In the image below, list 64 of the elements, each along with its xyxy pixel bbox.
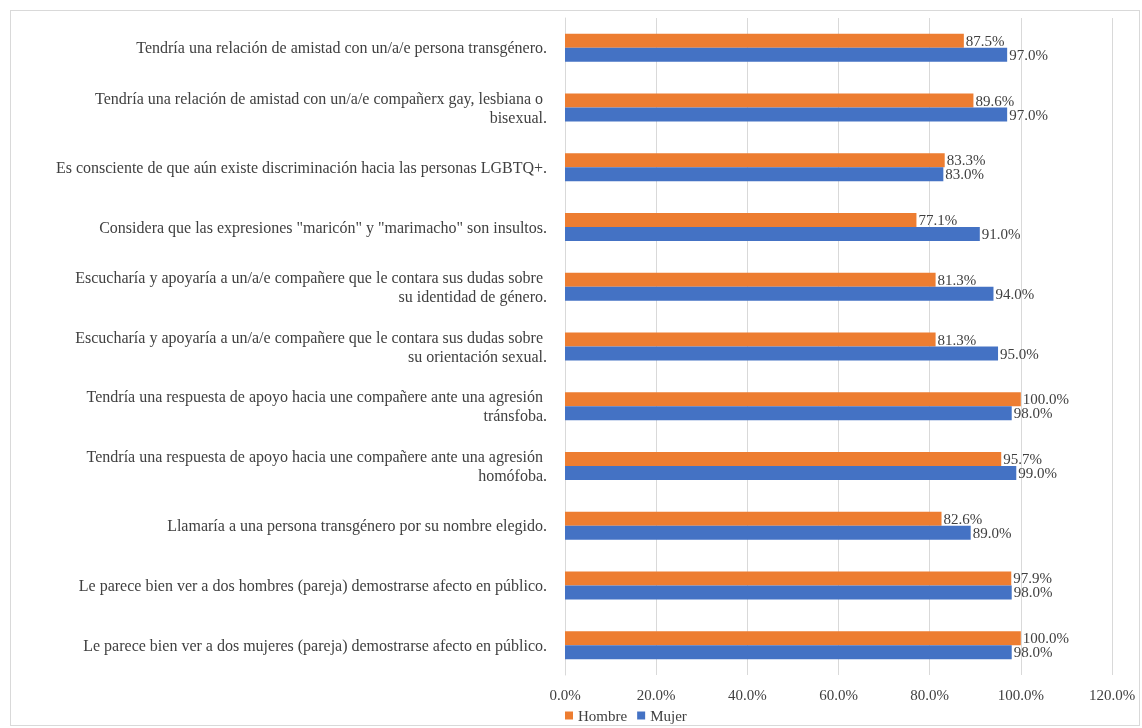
data-label: 77.1%: [918, 212, 958, 229]
bar: [565, 332, 936, 347]
data-label: 100.0%: [1022, 630, 1070, 647]
y-tick-label: Tendría una respuesta de apoyo hacia une compañere ante una agresión homófoba.: [86, 447, 547, 484]
data-label: 89.0%: [972, 524, 1012, 541]
bar: [565, 406, 1012, 421]
bar: [565, 33, 964, 48]
bar: [565, 272, 936, 287]
bar: [565, 585, 1012, 600]
data-label: 95.0%: [1000, 345, 1039, 362]
bar: [565, 227, 980, 242]
data-label: 97.9%: [1013, 570, 1053, 587]
x-tick-label: 40.0%: [727, 686, 767, 703]
bar: [565, 286, 994, 301]
data-label: 81.3%: [937, 271, 977, 288]
bar: [565, 153, 945, 168]
x-tick-label: 0.0%: [549, 686, 581, 703]
x-tick-label: 80.0%: [910, 686, 950, 703]
bar: [565, 525, 971, 540]
bar: [565, 47, 1008, 62]
x-tick-label: 120.0%: [1088, 686, 1136, 703]
data-label: 99.0%: [1018, 464, 1058, 481]
bar: [565, 571, 1012, 586]
y-tick-label: Considera que las expresiones "maricón" y "marimacho" son insultos.: [99, 218, 547, 237]
bar: [565, 511, 942, 526]
x-tick-label: 100.0%: [997, 686, 1044, 703]
data-label: 100.0%: [1022, 391, 1070, 408]
data-label: 98.0%: [1013, 584, 1053, 601]
bar: [565, 346, 999, 361]
y-tick-label: Tendría una relación de amistad con un/a/e compañerx gay, lesbiana o bisexual.: [95, 89, 547, 126]
data-label: 89.6%: [975, 92, 1015, 109]
bar: [565, 392, 1021, 407]
bar: [565, 107, 1008, 122]
y-tick-label: Llamaría a una persona transgénero por su nombre elegido.: [167, 517, 547, 536]
y-tick-label: Tendría una respuesta de apoyo hacia une compañere ante una agresión tránsfoba.: [86, 388, 547, 425]
bar: [565, 645, 1012, 660]
data-label: 81.3%: [937, 331, 977, 348]
legend-label: Hombre: [578, 707, 628, 724]
y-tick-label: Escucharía y apoyaría a un/a/e compañere que le contara sus dudas sobre su identidad de género.: [75, 268, 547, 306]
legend-label: Mujer: [650, 707, 687, 724]
data-label: 97.0%: [1009, 106, 1048, 123]
data-label: 95.7%: [1003, 450, 1042, 467]
y-tick-label: Tendría una relación de amistad con un/a/e persona transgénero.: [136, 39, 547, 58]
y-tick-label: Le parece bien ver a dos hombres (pareja) demostrarse afecto en público.: [78, 576, 547, 595]
bar: [565, 631, 1021, 646]
bar: [565, 465, 1017, 480]
y-tick-label: Escucharía y apoyaría a un/a/e compañere que le contara sus dudas sobre su orientación sexual.: [75, 328, 547, 365]
y-tick-label: Es consciente de que aún existe discriminación hacia las personas LGBTQ+.: [55, 158, 547, 177]
x-tick-label: 60.0%: [819, 686, 858, 703]
x-tick-label: 20.0%: [636, 686, 676, 703]
data-label: 98.0%: [1013, 644, 1053, 661]
y-tick-label: Le parece bien ver a dos mujeres (pareja) demostrarse afecto en público.: [83, 636, 547, 655]
data-label: 91.0%: [981, 226, 1021, 243]
data-label: 98.0%: [1013, 405, 1053, 422]
data-label: 83.0%: [945, 166, 985, 183]
bar: [565, 93, 974, 108]
data-label: 94.0%: [995, 285, 1035, 302]
data-label: 82.6%: [943, 510, 983, 527]
bar: [565, 451, 1002, 466]
data-label: 83.3%: [946, 152, 986, 169]
data-label: 87.5%: [965, 32, 1005, 49]
bar: [565, 213, 917, 228]
data-label: 97.0%: [1009, 46, 1048, 63]
bar: [565, 167, 944, 182]
